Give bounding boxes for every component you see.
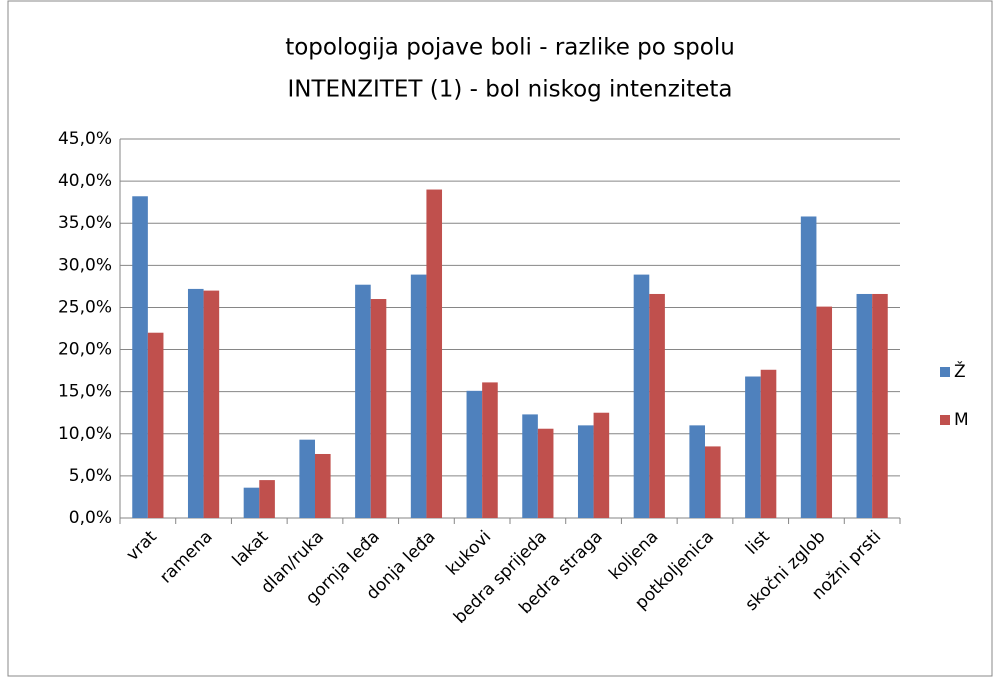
legend-label: Ž: [954, 360, 966, 382]
y-tick-label: 30,0%: [58, 255, 112, 275]
y-tick-label: 35,0%: [58, 213, 112, 233]
bar: [355, 284, 371, 518]
bar: [259, 480, 275, 518]
bar: [203, 290, 220, 518]
bar: [760, 369, 777, 518]
y-tick-label: 20,0%: [58, 340, 112, 360]
bar: [800, 216, 817, 519]
bar: [689, 425, 705, 518]
bar: [705, 446, 721, 518]
bar: [537, 428, 554, 518]
chart-subtitle: INTENZITET (1) - bol niskog intenziteta: [287, 77, 732, 103]
legend-label: M: [954, 410, 969, 430]
bar: [370, 299, 387, 518]
y-tick-label: 40,0%: [58, 171, 112, 191]
legend-swatch: [940, 415, 950, 425]
bar: [745, 376, 761, 518]
bar: [856, 293, 873, 518]
bar: [187, 288, 204, 518]
bar: [522, 414, 538, 518]
bar: [593, 412, 610, 518]
bar: [872, 293, 888, 518]
bar: [466, 390, 483, 518]
bar: [816, 306, 833, 518]
legend-swatch: [940, 367, 950, 377]
bar: [577, 425, 594, 518]
y-tick-label: 15,0%: [58, 382, 112, 402]
y-tick-label: 0,0%: [69, 508, 112, 528]
bar: [410, 274, 427, 518]
bar: [243, 487, 260, 518]
bar: [132, 196, 148, 518]
bar: [299, 439, 315, 518]
y-tick-label: 25,0%: [58, 297, 112, 317]
chart-title: topologija pojave boli - razlike po spol…: [285, 35, 735, 61]
y-tick-label: 10,0%: [58, 424, 112, 444]
bar: [633, 274, 650, 518]
bar: [426, 189, 443, 519]
bar: [315, 453, 331, 518]
y-tick-label: 5,0%: [69, 466, 112, 486]
bar: [147, 332, 164, 518]
bar: [482, 382, 498, 518]
y-tick-label: 45,0%: [58, 129, 112, 149]
bar: [649, 293, 665, 518]
